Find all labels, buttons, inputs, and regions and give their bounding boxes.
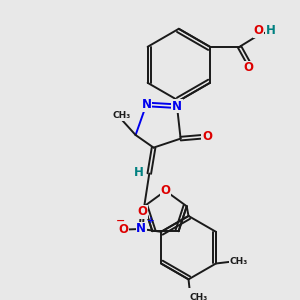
Text: N: N: [141, 98, 152, 111]
Text: N: N: [136, 222, 146, 236]
Text: H: H: [134, 166, 144, 179]
Text: O: O: [244, 61, 254, 74]
Text: −: −: [115, 216, 125, 226]
Text: +: +: [147, 216, 155, 225]
Text: CH₃: CH₃: [229, 257, 248, 266]
Text: N: N: [172, 100, 182, 113]
Text: CH₃: CH₃: [113, 111, 131, 120]
Text: CH₃: CH₃: [189, 293, 207, 300]
Text: O: O: [253, 24, 263, 37]
Text: O: O: [160, 184, 170, 197]
Text: O: O: [202, 130, 212, 142]
Text: O: O: [137, 205, 147, 218]
Text: H: H: [266, 24, 276, 37]
Text: O: O: [118, 223, 128, 236]
